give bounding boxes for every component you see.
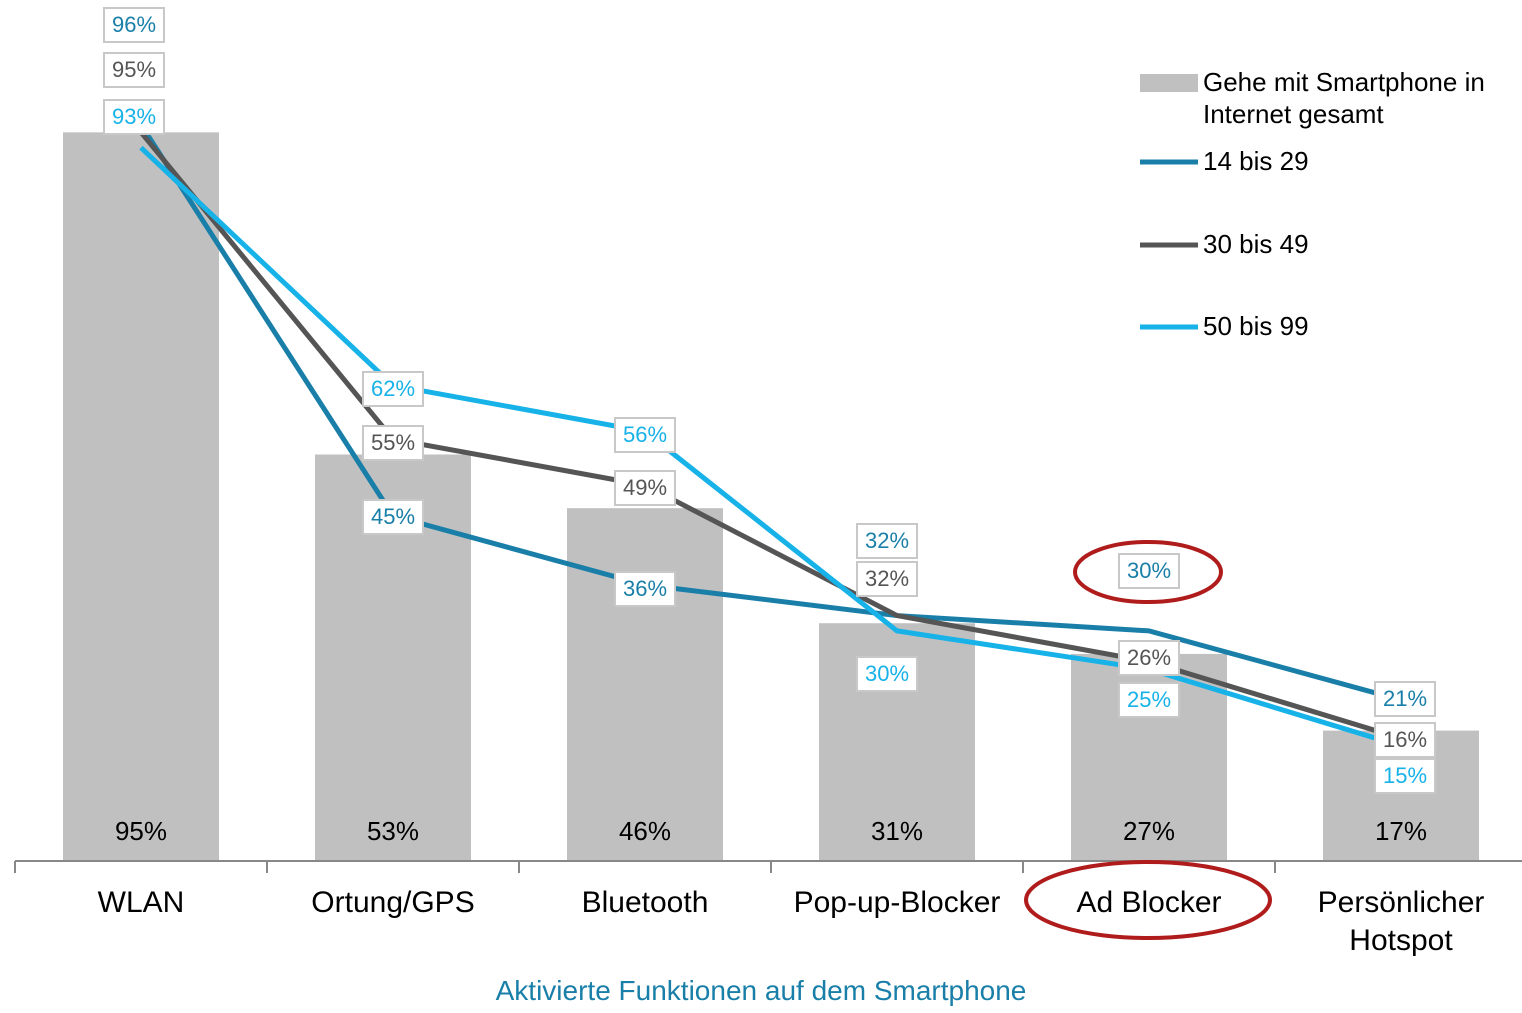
data-label: 32% [865, 566, 909, 591]
x-tick-label: Persönlicher Hotspot [1317, 886, 1485, 957]
bar-value-label: 17% [1375, 816, 1427, 846]
data-label: 30% [1127, 558, 1171, 583]
line-series [138, 123, 1402, 703]
data-label-box [103, 52, 165, 88]
data-label: 62% [371, 376, 415, 401]
line-series [139, 145, 1402, 749]
highlight-ellipse [1024, 860, 1272, 940]
data-label: 26% [1127, 645, 1171, 670]
data-label-box [362, 499, 424, 535]
x-axis-title: Aktivierte Funktionen auf dem Smartphone [495, 975, 1027, 1006]
data-label: 56% [623, 422, 667, 447]
data-label: 36% [623, 576, 667, 601]
data-label-box [856, 523, 918, 559]
legend-swatch [1140, 74, 1198, 92]
data-label-box [103, 7, 165, 43]
data-label: 16% [1383, 727, 1427, 752]
data-label-box [856, 656, 918, 692]
data-label-box [614, 470, 676, 506]
data-label-box [1374, 681, 1436, 717]
data-label-box [103, 99, 165, 135]
data-label-box [362, 425, 424, 461]
data-label: 15% [1383, 763, 1427, 788]
data-label-box [614, 417, 676, 453]
data-label-box [1118, 553, 1180, 589]
x-tick-label: Ad Blocker [1076, 886, 1222, 919]
data-label-box [614, 571, 676, 607]
data-label-box [362, 371, 424, 407]
bar-value-label: 95% [115, 816, 167, 846]
data-label-box [1118, 640, 1180, 676]
x-tick-label: Ortung/GPS [311, 886, 475, 919]
data-label-box [1118, 682, 1180, 718]
bar [567, 508, 723, 861]
data-label: 96% [112, 12, 156, 37]
bar-value-label: 31% [871, 816, 923, 846]
line-series [139, 130, 1402, 741]
bar [63, 132, 219, 862]
legend-label: Gehe mit Smartphone in Internet gesamt [1203, 67, 1485, 129]
x-tick-label: Bluetooth [581, 886, 709, 919]
highlight-ellipse [1073, 540, 1223, 604]
bar-value-label: 46% [619, 816, 671, 846]
data-label-box [1374, 722, 1436, 758]
data-label: 21% [1383, 686, 1427, 711]
data-label: 30% [865, 661, 909, 686]
bar-value-label: 27% [1123, 816, 1175, 846]
data-label-box [856, 561, 918, 597]
data-label: 32% [865, 528, 909, 553]
legend-label: 14 bis 29 [1203, 146, 1309, 176]
x-tick-label: WLAN [97, 886, 185, 919]
data-label: 45% [371, 504, 415, 529]
x-tick-label: Pop-up-Blocker [793, 886, 1001, 919]
data-label: 25% [1127, 687, 1171, 712]
data-label: 93% [112, 104, 156, 129]
data-label: 95% [112, 57, 156, 82]
data-label: 55% [371, 430, 415, 455]
data-label: 49% [623, 475, 667, 500]
legend-label: 30 bis 49 [1203, 229, 1309, 259]
data-label-box [1374, 758, 1436, 794]
legend-label: 50 bis 99 [1203, 311, 1309, 341]
bar-value-label: 53% [367, 816, 419, 846]
